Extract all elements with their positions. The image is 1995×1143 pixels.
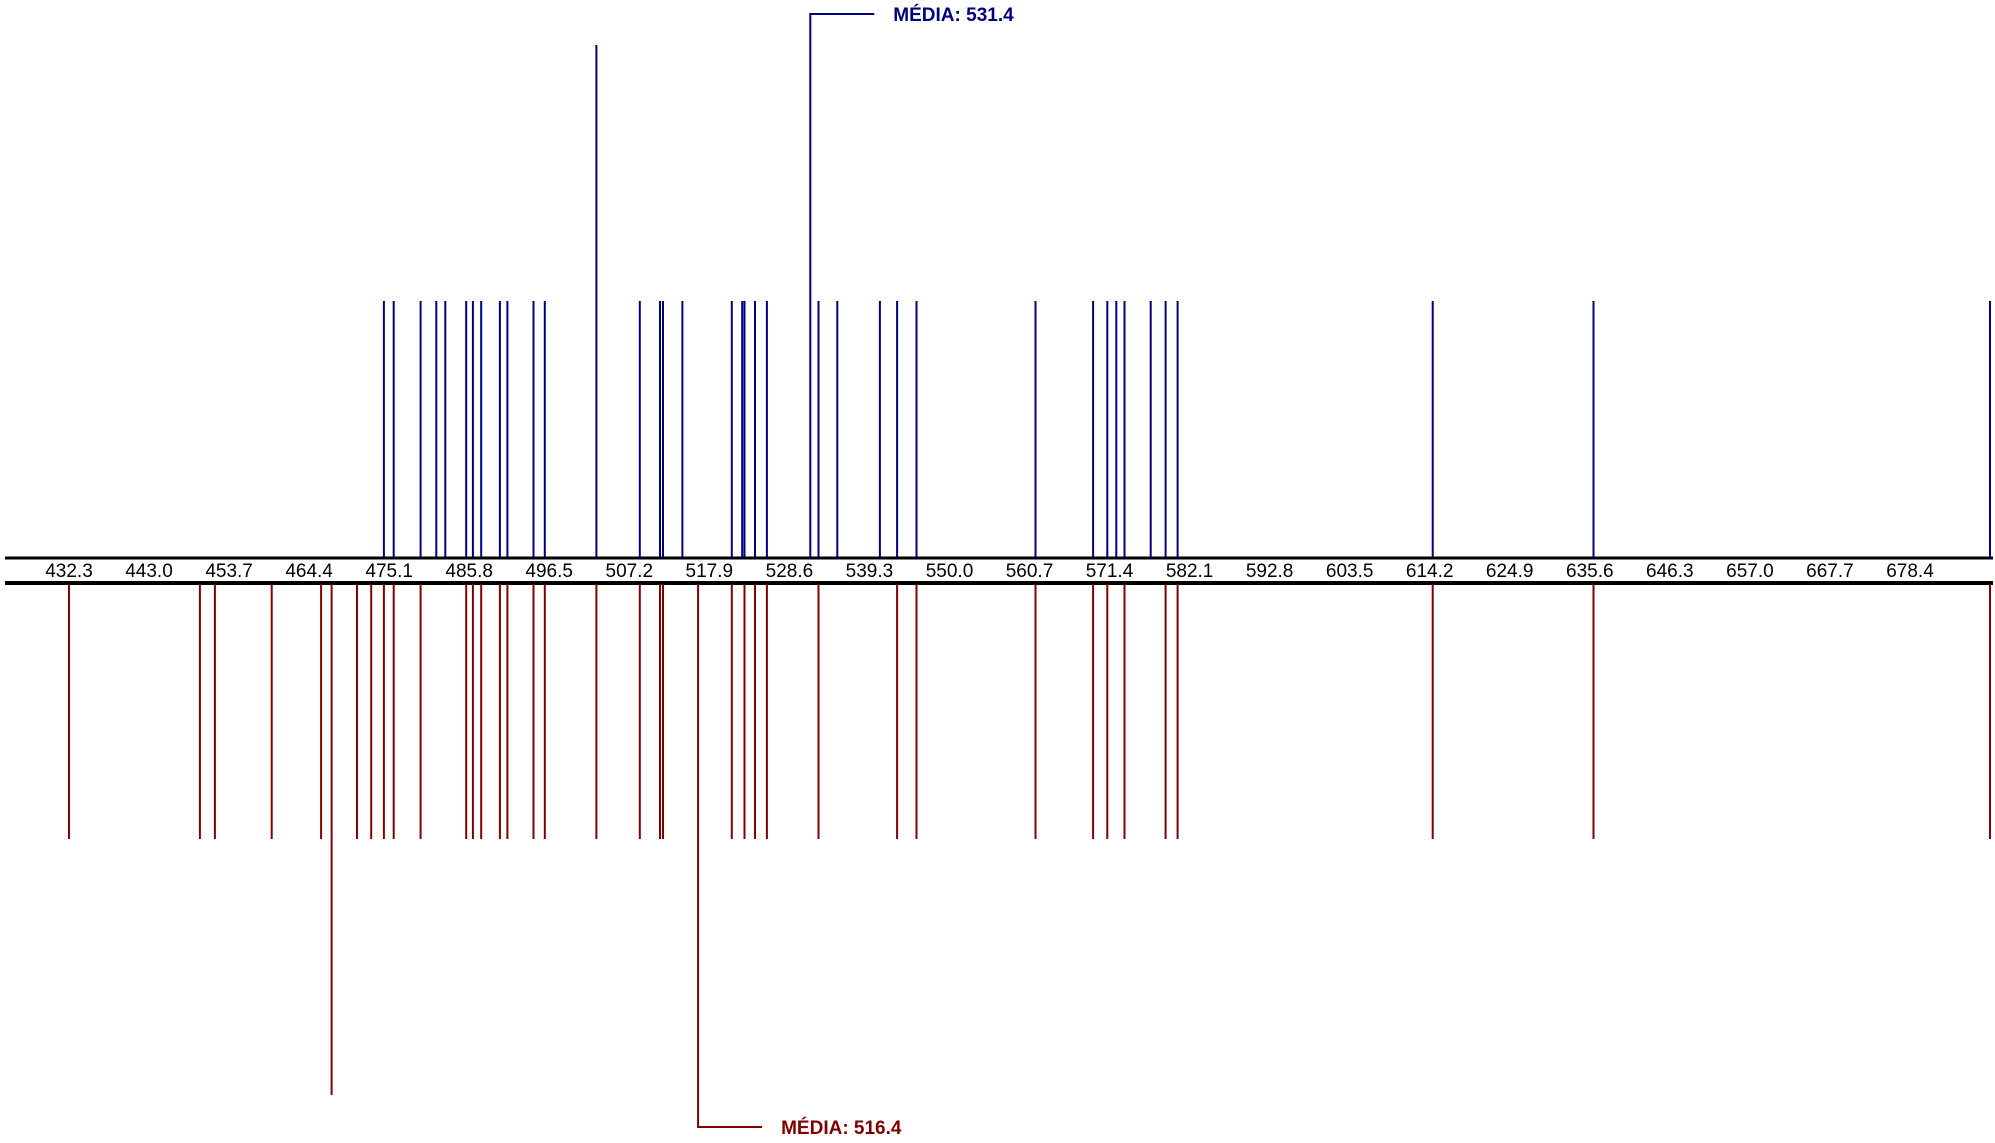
bottom-mean-line <box>697 584 763 1128</box>
x-tick-label: 475.1 <box>365 561 413 582</box>
x-tick-label: 667.7 <box>1806 561 1854 582</box>
top-mean-line <box>809 13 875 557</box>
x-tick-label: 507.2 <box>606 561 654 582</box>
x-tick-label: 432.3 <box>45 561 93 582</box>
x-tick-label: 464.4 <box>285 561 333 582</box>
top-mean-label: MÉDIA: 531.4 <box>893 4 1014 26</box>
mean-markers: MÉDIA: 531.4 MÉDIA: 516.4 <box>697 4 1014 1139</box>
x-tick-label: 528.6 <box>766 561 814 582</box>
x-tick-label: 453.7 <box>205 561 253 582</box>
x-tick-label: 614.2 <box>1406 561 1454 582</box>
x-tick-label: 635.6 <box>1566 561 1614 582</box>
x-tick-label: 678.4 <box>1886 561 1934 582</box>
bottom-series-ticks <box>68 584 1991 1095</box>
x-tick-label: 485.8 <box>445 561 493 582</box>
x-tick-label: 646.3 <box>1646 561 1694 582</box>
x-tick-label: 496.5 <box>525 561 573 582</box>
x-tick-label: 582.1 <box>1166 561 1214 582</box>
x-axis-tick-labels: 432.3 443.0 453.7 464.4 475.1 485.8 496.5 507.2… <box>45 561 1934 582</box>
x-tick-label: 603.5 <box>1326 561 1374 582</box>
x-tick-label: 560.7 <box>1006 561 1054 582</box>
bottom-mean-label: MÉDIA: 516.4 <box>781 1117 902 1139</box>
x-tick-label: 517.9 <box>686 561 734 582</box>
x-tick-label: 443.0 <box>125 561 173 582</box>
x-tick-label: 592.8 <box>1246 561 1294 582</box>
top-series-ticks <box>382 45 1991 557</box>
x-tick-label: 550.0 <box>926 561 974 582</box>
x-tick-label: 657.0 <box>1726 561 1774 582</box>
x-tick-label: 539.3 <box>846 561 894 582</box>
x-tick-label: 624.9 <box>1486 561 1534 582</box>
x-tick-label: 571.4 <box>1086 561 1134 582</box>
